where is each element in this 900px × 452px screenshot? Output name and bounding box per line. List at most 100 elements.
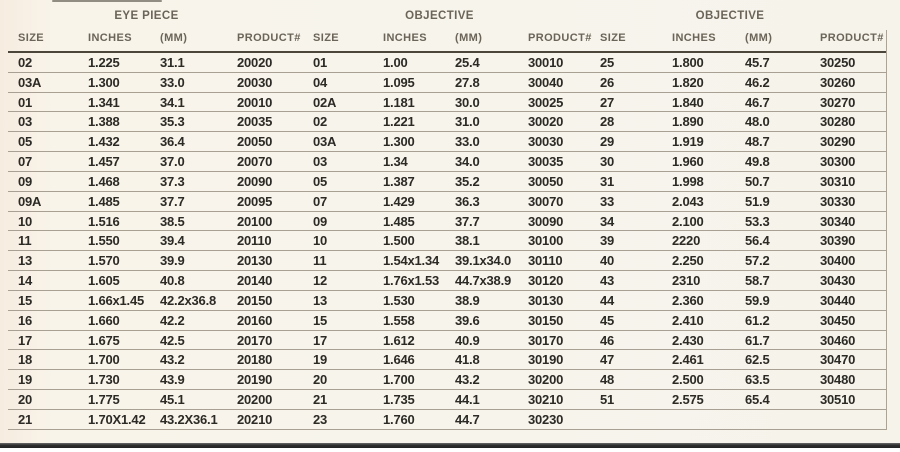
table-cell: 20210 — [237, 411, 273, 427]
table-cell: 20100 — [237, 213, 273, 229]
table-cell: 30450 — [820, 312, 856, 328]
table-cell: 2.360 — [672, 292, 704, 308]
table-cell: 1.300 — [88, 74, 120, 90]
table-cell: 1.485 — [383, 213, 415, 229]
table-row: 17 1.675 42.5 20170 17 1.612 40.9 30170 46 2.430 6… — [8, 331, 886, 351]
table-cell: 30470 — [820, 352, 856, 368]
table-cell: 13 — [313, 292, 328, 308]
table-cell: 1.730 — [88, 372, 120, 388]
table-cell: 41.8 — [455, 352, 480, 368]
table-cell: 43 — [600, 273, 615, 289]
table-cell: 31.0 — [455, 114, 480, 130]
table-cell: 46 — [600, 332, 615, 348]
table-cell: 1.675 — [88, 332, 120, 348]
table-cell: 39.1x34.0 — [455, 253, 512, 269]
table-cell: 1.646 — [383, 352, 415, 368]
table-cell: 30.0 — [455, 94, 480, 110]
column-header-size-1: SIZE — [18, 32, 45, 44]
table-cell: 1.550 — [88, 233, 120, 249]
table-row: 02 1.225 31.1 20020 01 1.00 25.4 30010 25 1.800 45… — [8, 53, 886, 73]
table-cell: 34.1 — [160, 94, 185, 110]
table-cell: 1.558 — [383, 312, 415, 328]
table-cell: 51 — [600, 392, 615, 408]
table-cell: 1.530 — [383, 292, 415, 308]
table-cell: 1.890 — [672, 114, 704, 130]
table-cell: 20050 — [237, 134, 273, 150]
table-cell: 40 — [600, 253, 615, 269]
table-row: 19 1.730 43.9 20190 20 1.700 43.2 30200 48 2.500 6… — [8, 370, 886, 391]
table-cell: 1.775 — [88, 392, 120, 408]
table-cell: 57.2 — [745, 253, 770, 269]
table-cell: 45.1 — [160, 392, 185, 408]
table-cell: 48.0 — [745, 114, 770, 130]
table-cell: 30130 — [528, 292, 564, 308]
table-cell: 10 — [18, 213, 33, 229]
table-cell: 1.919 — [672, 134, 704, 150]
table-cell: 33.0 — [160, 74, 185, 90]
table-cell: 30340 — [820, 213, 856, 229]
table-cell: 30510 — [820, 392, 856, 408]
column-header-mm-2: (MM) — [455, 32, 483, 44]
table-row: 13 1.570 39.9 20130 11 1.54x1.34 39.1x34.0 3011… — [8, 251, 886, 272]
table-cell: 39.9 — [160, 253, 185, 269]
column-header-inches-3: INCHES — [672, 32, 716, 44]
table-cell: 45 — [600, 312, 615, 328]
table-cell: 49.8 — [745, 154, 770, 170]
table-cell: 20200 — [237, 392, 273, 408]
table-cell: 30300 — [820, 154, 856, 170]
table-cell: 36.3 — [455, 193, 480, 209]
table-cell: 30430 — [820, 273, 856, 289]
table-cell: 1.960 — [672, 154, 704, 170]
table-cell: 17 — [313, 332, 328, 348]
table-cell: 62.5 — [745, 352, 770, 368]
table-cell: 19 — [313, 352, 328, 368]
bottom-dark-band — [0, 443, 900, 448]
table-cell: 1.095 — [383, 74, 415, 90]
table-cell: 1.612 — [383, 332, 415, 348]
table-cell: 28 — [600, 114, 615, 130]
table-cell: 1.432 — [88, 134, 120, 150]
table-cell: 1.700 — [383, 372, 415, 388]
table-cell: 30190 — [528, 352, 564, 368]
table-cell: 03A — [18, 74, 42, 90]
table-cell — [590, 410, 662, 429]
table-cell: 27 — [600, 94, 615, 110]
table-row: 10 1.516 38.5 20100 09 1.485 37.7 30090 34 2.100 5… — [8, 212, 886, 232]
table-cell: 36.4 — [160, 134, 185, 150]
table-cell: 43.2X36.1 — [160, 411, 218, 427]
table-cell: 20090 — [237, 173, 273, 189]
table-cell: 1.387 — [383, 173, 415, 189]
table-cell: 30280 — [820, 114, 856, 130]
table-cell: 35.3 — [160, 114, 185, 130]
table-cell: 43.2 — [455, 372, 480, 388]
table-cell: 02A — [313, 94, 337, 110]
table-row: 01 1.341 34.1 20010 02A 1.181 30.0 30025 27 1.840… — [8, 93, 886, 113]
table-cell: 56.4 — [745, 233, 770, 249]
table-body: 02 1.225 31.1 20020 01 1.00 25.4 30010 25 1.800 45… — [8, 53, 886, 430]
table-cell: 30270 — [820, 94, 856, 110]
table-cell: 44.7 — [455, 411, 480, 427]
table-cell: 45.7 — [745, 55, 770, 70]
table-cell: 1.66x1.45 — [88, 292, 145, 308]
table-cell: 2.100 — [672, 213, 704, 229]
table-cell: 12 — [313, 273, 328, 289]
table-cell: 1.840 — [672, 94, 704, 110]
table-cell: 51.9 — [745, 193, 770, 209]
table-right-edge-line — [886, 30, 887, 430]
table-cell: 1.998 — [672, 173, 704, 189]
table-cell: 39.6 — [455, 312, 480, 328]
table-cell: 30040 — [528, 74, 564, 90]
table-cell: 30070 — [528, 193, 564, 209]
table-cell: 01 — [313, 55, 328, 70]
column-header-mm-1: (MM) — [160, 32, 188, 44]
table-cell: 42.2 — [160, 312, 185, 328]
table-cell: 30090 — [528, 213, 564, 229]
table-cell: 30150 — [528, 312, 564, 328]
table-cell: 1.485 — [88, 193, 120, 209]
table-cell: 21 — [18, 411, 33, 427]
table-cell: 47 — [600, 352, 615, 368]
table-cell: 1.181 — [383, 94, 415, 110]
table-cell: 2.500 — [672, 372, 704, 388]
table-cell: 30480 — [820, 372, 856, 388]
